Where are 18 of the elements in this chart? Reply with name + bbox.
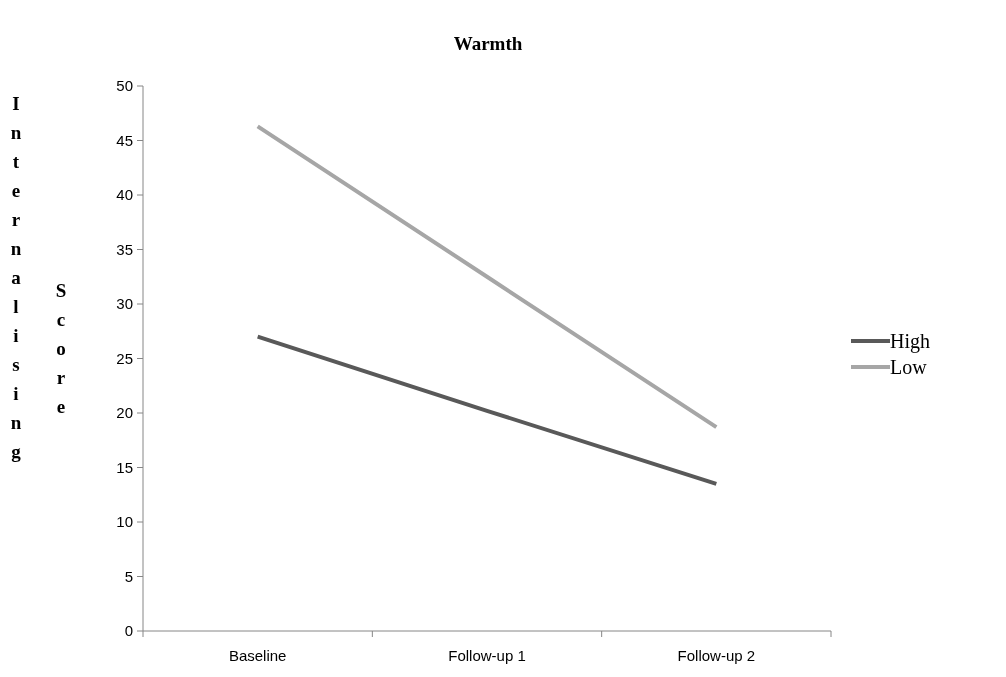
y-tick-label: 35 (116, 240, 133, 258)
y-tick-label: 5 (124, 567, 133, 585)
x-tick-label: Follow-up 1 (448, 647, 526, 664)
y-tick-label: 0 (124, 622, 133, 639)
x-tick-label: Baseline (228, 647, 287, 664)
text: Internalising Score (5, 93, 72, 470)
y-tick-label: 15 (116, 458, 133, 476)
y-tick-label: 30 (116, 295, 133, 312)
legend-label: High (890, 330, 930, 353)
y-tick-label: 50 (116, 77, 133, 94)
y-tick-label: 40 (116, 186, 133, 203)
x-tick-label: Follow-up 2 (677, 647, 756, 664)
y-tick-label: 20 (116, 404, 133, 421)
legend-label: Low (890, 356, 928, 378)
y-tick-label: 25 (116, 349, 133, 367)
chart-title: Warmth (453, 33, 523, 54)
y-tick-label: 10 (116, 513, 133, 530)
y-tick-label: 45 (116, 131, 133, 149)
